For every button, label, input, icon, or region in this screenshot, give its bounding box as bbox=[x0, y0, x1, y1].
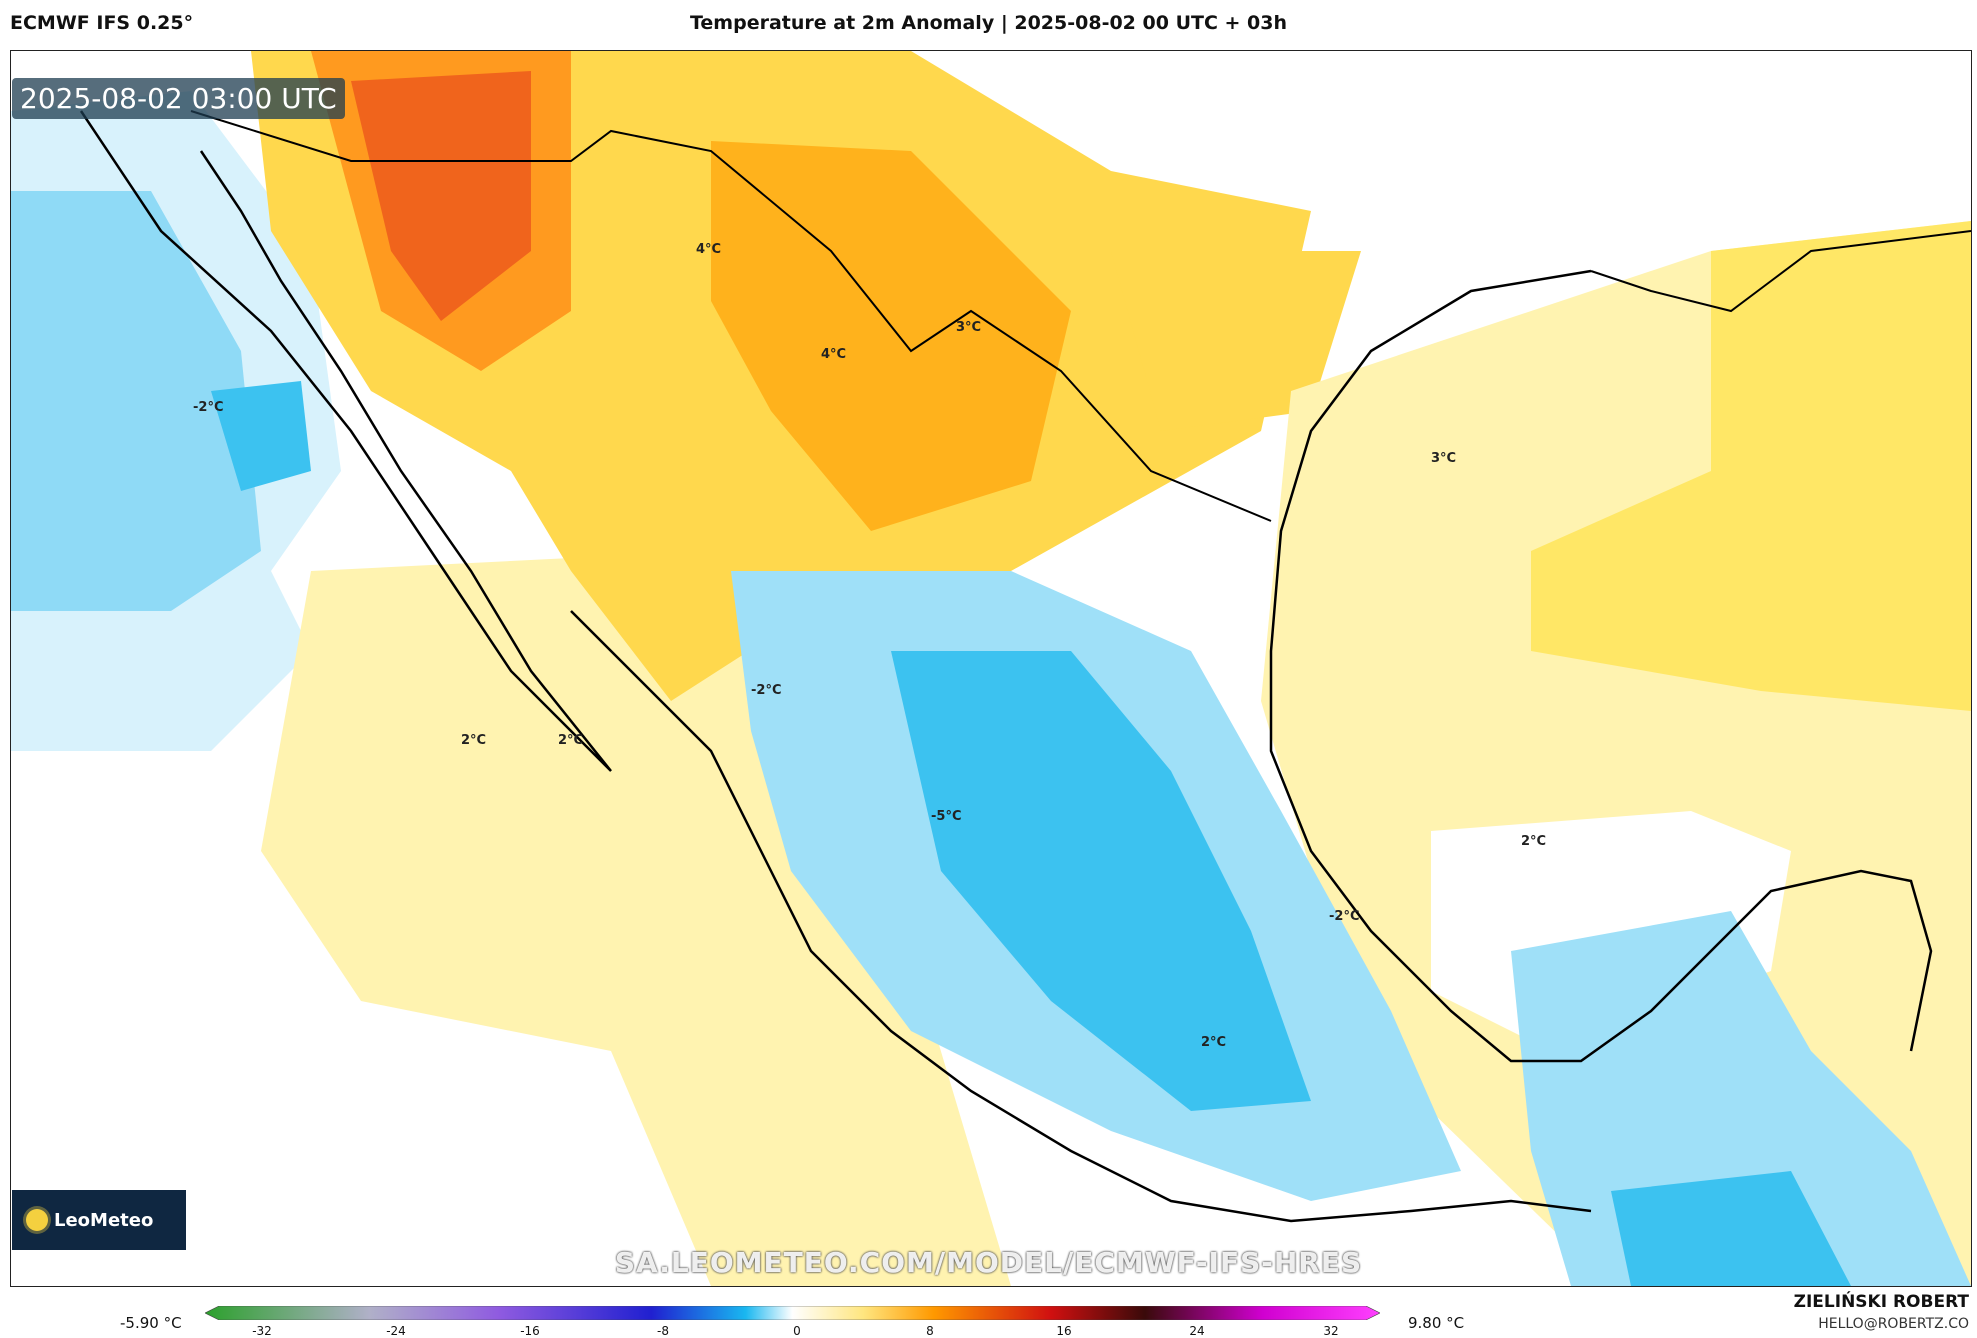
contour-label: 3°C bbox=[1431, 451, 1456, 466]
valid-time-badge: 2025-08-02 03:00 UTC bbox=[12, 78, 345, 119]
scale-tick: -8 bbox=[657, 1324, 669, 1338]
gulf-coastline bbox=[1269, 269, 1933, 1063]
logo-text: LeoMeteo bbox=[54, 1209, 154, 1231]
contour-label: 4°C bbox=[821, 347, 846, 362]
us-gulf-coast bbox=[1590, 230, 1971, 313]
color-scale-bar bbox=[205, 1306, 1380, 1320]
scale-max-label: 9.80 °C bbox=[1408, 1314, 1465, 1332]
contour-label: -2°C bbox=[751, 683, 781, 698]
chihuahua-warm-anomaly bbox=[711, 141, 1071, 531]
scale-tick: 8 bbox=[926, 1324, 934, 1338]
scale-tick: -16 bbox=[520, 1324, 540, 1338]
pacific-warm-anomaly bbox=[261, 551, 1011, 1286]
contour-label: 4°C bbox=[696, 242, 721, 257]
anomaly-map-graphic: 4°C 4°C 3°C -2°C 3°C -2°C 2°C 2°C -5°C 2… bbox=[11, 51, 1971, 1286]
scale-tick: 32 bbox=[1323, 1324, 1339, 1338]
gulf-warm-anomaly-core bbox=[1531, 221, 1971, 711]
contour-label: 2°C bbox=[1521, 834, 1546, 849]
us-mexico-border bbox=[190, 110, 1272, 522]
central-mexico-cool-anomaly-core bbox=[891, 651, 1311, 1111]
author-name: ZIELIŃSKI ROBERT bbox=[1793, 1292, 1969, 1312]
contour-label: 2°C bbox=[558, 733, 583, 748]
contour-label: 3°C bbox=[956, 320, 981, 335]
scale-tick: -32 bbox=[252, 1324, 272, 1338]
source-watermark: SA.LEOMETEO.COM/MODEL/ECMWF-IFS-HRES bbox=[614, 1246, 1363, 1279]
contour-label: -2°C bbox=[1329, 909, 1359, 924]
scale-min-label: -5.90 °C bbox=[120, 1314, 182, 1332]
baja-cool-anomaly bbox=[211, 381, 311, 491]
scale-tick: 0 bbox=[793, 1324, 801, 1338]
pacific-cool-anomaly-core bbox=[11, 191, 261, 611]
contour-label: -2°C bbox=[193, 400, 223, 415]
author-email[interactable]: HELLO@ROBERTZ.CO bbox=[1818, 1316, 1969, 1332]
map-area[interactable]: 4°C 4°C 3°C -2°C 3°C -2°C 2°C 2°C -5°C 2… bbox=[10, 50, 1972, 1287]
texas-warm-anomaly bbox=[1111, 251, 1361, 431]
model-name: ECMWF IFS 0.25° bbox=[10, 12, 194, 34]
sun-icon bbox=[26, 1209, 48, 1231]
map-title: Temperature at 2m Anomaly | 2025-08-02 0… bbox=[689, 12, 1288, 34]
mexico-pacific-coastline bbox=[79, 110, 1592, 1223]
contour-label: -5°C bbox=[931, 809, 961, 824]
contour-label: 2°C bbox=[1201, 1035, 1226, 1050]
leometeo-logo[interactable]: LeoMeteo bbox=[12, 1190, 186, 1250]
northern-warm-anomaly-hot bbox=[351, 71, 531, 321]
scale-tick: 16 bbox=[1056, 1324, 1072, 1338]
contour-label: 2°C bbox=[461, 733, 486, 748]
scale-tick: -24 bbox=[386, 1324, 406, 1338]
scale-tick: 24 bbox=[1189, 1324, 1205, 1338]
guatemala-cool-anomaly bbox=[1611, 1171, 1851, 1286]
